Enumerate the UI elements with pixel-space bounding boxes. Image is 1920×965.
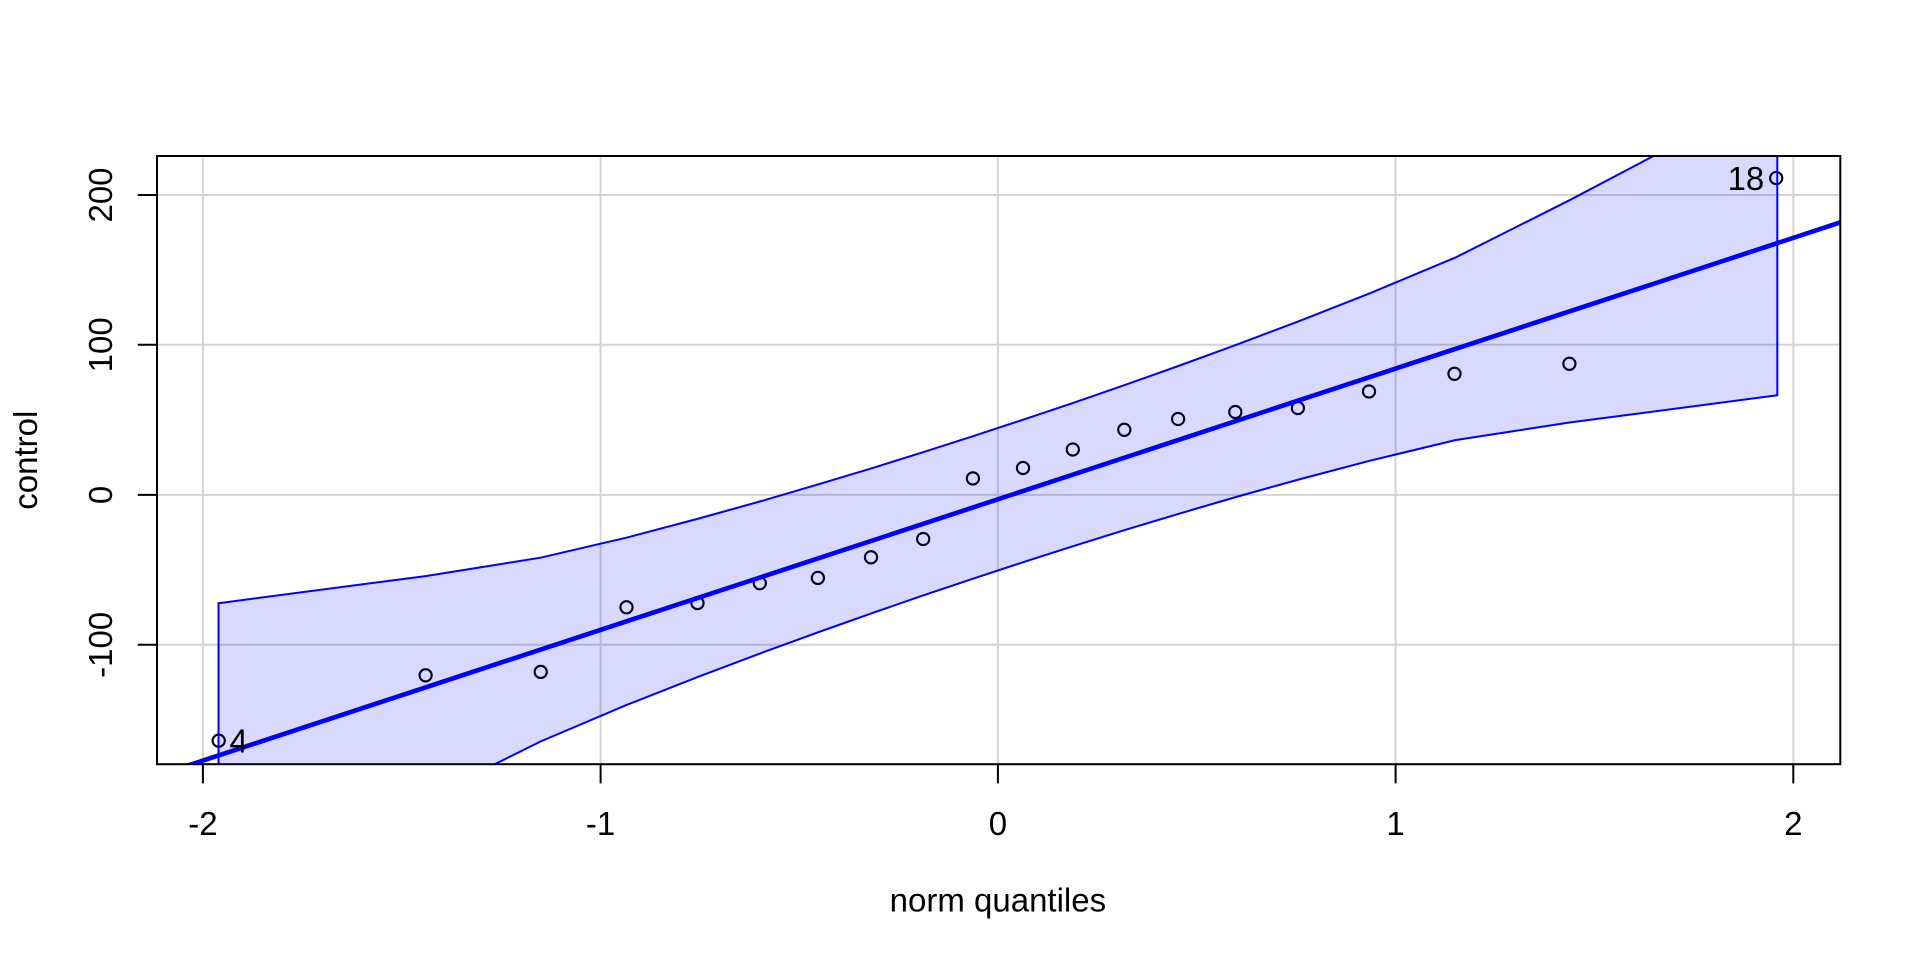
- svg-text:100: 100: [82, 317, 119, 372]
- svg-text:0: 0: [989, 805, 1007, 842]
- svg-text:-100: -100: [82, 612, 119, 678]
- svg-text:1: 1: [1386, 805, 1404, 842]
- svg-text:0: 0: [82, 486, 119, 504]
- svg-text:-2: -2: [188, 805, 217, 842]
- svg-text:18: 18: [1728, 160, 1765, 197]
- svg-text:4: 4: [230, 723, 248, 760]
- svg-text:-1: -1: [586, 805, 615, 842]
- svg-text:200: 200: [82, 167, 119, 222]
- svg-text:control: control: [7, 411, 44, 510]
- svg-text:norm quantiles: norm quantiles: [890, 882, 1106, 919]
- svg-text:2: 2: [1784, 805, 1802, 842]
